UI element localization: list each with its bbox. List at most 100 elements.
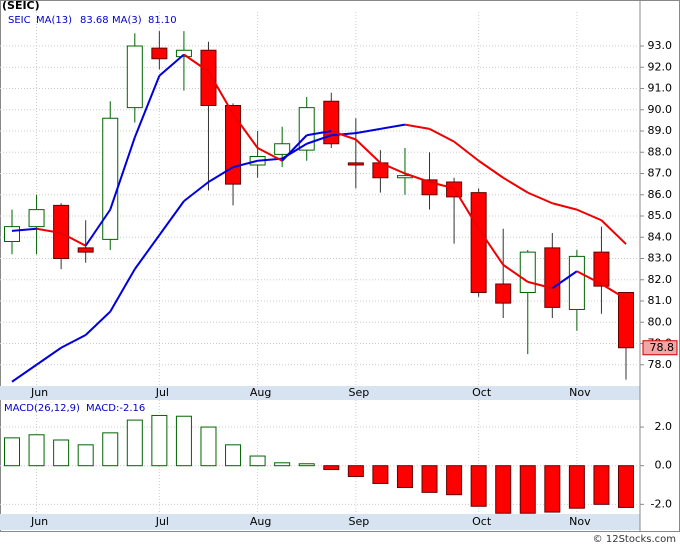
ma-segment — [84, 209, 112, 247]
x-tick-label: Nov — [569, 386, 591, 399]
candle-body — [151, 47, 168, 60]
ma-segment — [60, 232, 87, 247]
ma-segment — [109, 137, 136, 210]
y-tick-label: 85.0 — [648, 209, 673, 222]
ma-segment — [60, 334, 87, 349]
ma-segment — [11, 363, 38, 383]
ma-segment — [527, 280, 553, 290]
macd-bar — [102, 432, 119, 467]
y-tick-label: -2.0 — [651, 497, 672, 510]
legend-ticker: SEIC — [8, 15, 31, 26]
legend-entry: MACD(26,12,9) — [4, 403, 80, 414]
candle-body — [544, 247, 561, 308]
month-strip — [0, 514, 640, 530]
y-tick-label: 86.0 — [648, 188, 673, 201]
candle-body — [519, 251, 536, 293]
ma-segment — [600, 283, 627, 300]
legend-entry: MA(3) — [112, 15, 142, 26]
y-tick-label: 92.0 — [648, 60, 673, 73]
macd-bar — [323, 465, 340, 471]
candle-body — [593, 251, 610, 287]
macd-bar — [200, 426, 217, 467]
ma-segment — [306, 130, 332, 137]
x-tick-label: Jul — [155, 386, 169, 399]
x-tick-label: Nov — [569, 515, 591, 528]
y-tick-label: 90.0 — [648, 103, 673, 116]
x-tick-label: Oct — [472, 515, 492, 528]
macd-bar — [53, 439, 70, 467]
candle-body — [568, 255, 585, 310]
ma-segment — [552, 202, 578, 211]
x-tick-label: Sep — [348, 386, 369, 399]
legend-value: MACD:-2.16 — [86, 403, 145, 414]
ma-segment — [404, 123, 430, 130]
month-strip — [0, 386, 640, 400]
ma-segment — [453, 187, 480, 230]
y-tick-label: 89.0 — [648, 124, 673, 137]
ma-segment — [429, 181, 455, 190]
macd-bar — [225, 444, 242, 467]
y-tick-label: 81.0 — [648, 294, 673, 307]
y-tick-label: 82.0 — [648, 273, 673, 286]
ma-segment — [257, 147, 283, 162]
macd-bar — [126, 419, 143, 467]
candle-body — [274, 143, 291, 155]
macd-bar — [347, 465, 364, 478]
y-tick-label: 2.0 — [655, 420, 673, 433]
legend-entry: MA(13) — [36, 15, 72, 26]
candle-body — [200, 49, 217, 106]
candle-body — [77, 247, 94, 253]
ma-segment — [576, 270, 602, 285]
ma-segment — [502, 264, 529, 283]
y-tick-label: 83.0 — [648, 252, 673, 265]
x-tick-label: Jul — [155, 515, 169, 528]
macd-bar — [396, 465, 413, 489]
macd-bar — [593, 465, 610, 505]
ma-segment — [527, 191, 553, 205]
ma-segment — [207, 70, 234, 115]
ma-segment — [380, 123, 406, 130]
ma-segment — [576, 208, 602, 222]
y-tick-label: 88.0 — [648, 145, 673, 158]
x-tick-label: Sep — [348, 515, 369, 528]
last-price-label: 78.8 — [650, 341, 675, 354]
candle-body — [225, 105, 242, 185]
macd-bar — [446, 465, 463, 496]
ma-segment — [232, 113, 259, 149]
ma-segment — [36, 227, 62, 234]
y-tick-label: 87.0 — [648, 167, 673, 180]
candle-body — [126, 45, 143, 109]
macd-bar — [568, 465, 585, 509]
macd-bar — [249, 455, 266, 467]
macd-bar — [470, 465, 487, 507]
y-tick-label: 78.0 — [648, 358, 673, 371]
ma-segment — [600, 219, 627, 245]
candle-body — [495, 283, 512, 304]
candle-body — [28, 209, 45, 228]
ma-segment — [281, 134, 308, 162]
legend-value: 81.10 — [148, 15, 177, 26]
macd-bar — [77, 444, 94, 467]
candle-body — [4, 226, 20, 242]
macd-bar — [28, 434, 45, 467]
candle-body — [470, 192, 487, 293]
ma-segment — [109, 268, 136, 313]
ma-segment — [183, 181, 210, 202]
macd-bar — [618, 465, 634, 508]
x-tick-label: Aug — [250, 515, 271, 528]
x-tick-label: Jun — [30, 386, 48, 399]
footer: © 12Stocks.com — [593, 534, 676, 545]
macd-bar — [274, 462, 291, 467]
macd-bar — [544, 465, 561, 513]
y-tick-label: 0.0 — [655, 459, 673, 472]
macd-bar — [4, 437, 20, 467]
ma-segment — [158, 53, 185, 77]
ma-segment — [355, 127, 381, 135]
chart-title: (SEIC) — [2, 0, 40, 12]
macd-bar — [372, 465, 389, 484]
macd-bar — [175, 415, 192, 467]
ma-segment — [355, 138, 382, 164]
ma-segment — [551, 270, 578, 290]
ma-segment — [84, 310, 111, 336]
